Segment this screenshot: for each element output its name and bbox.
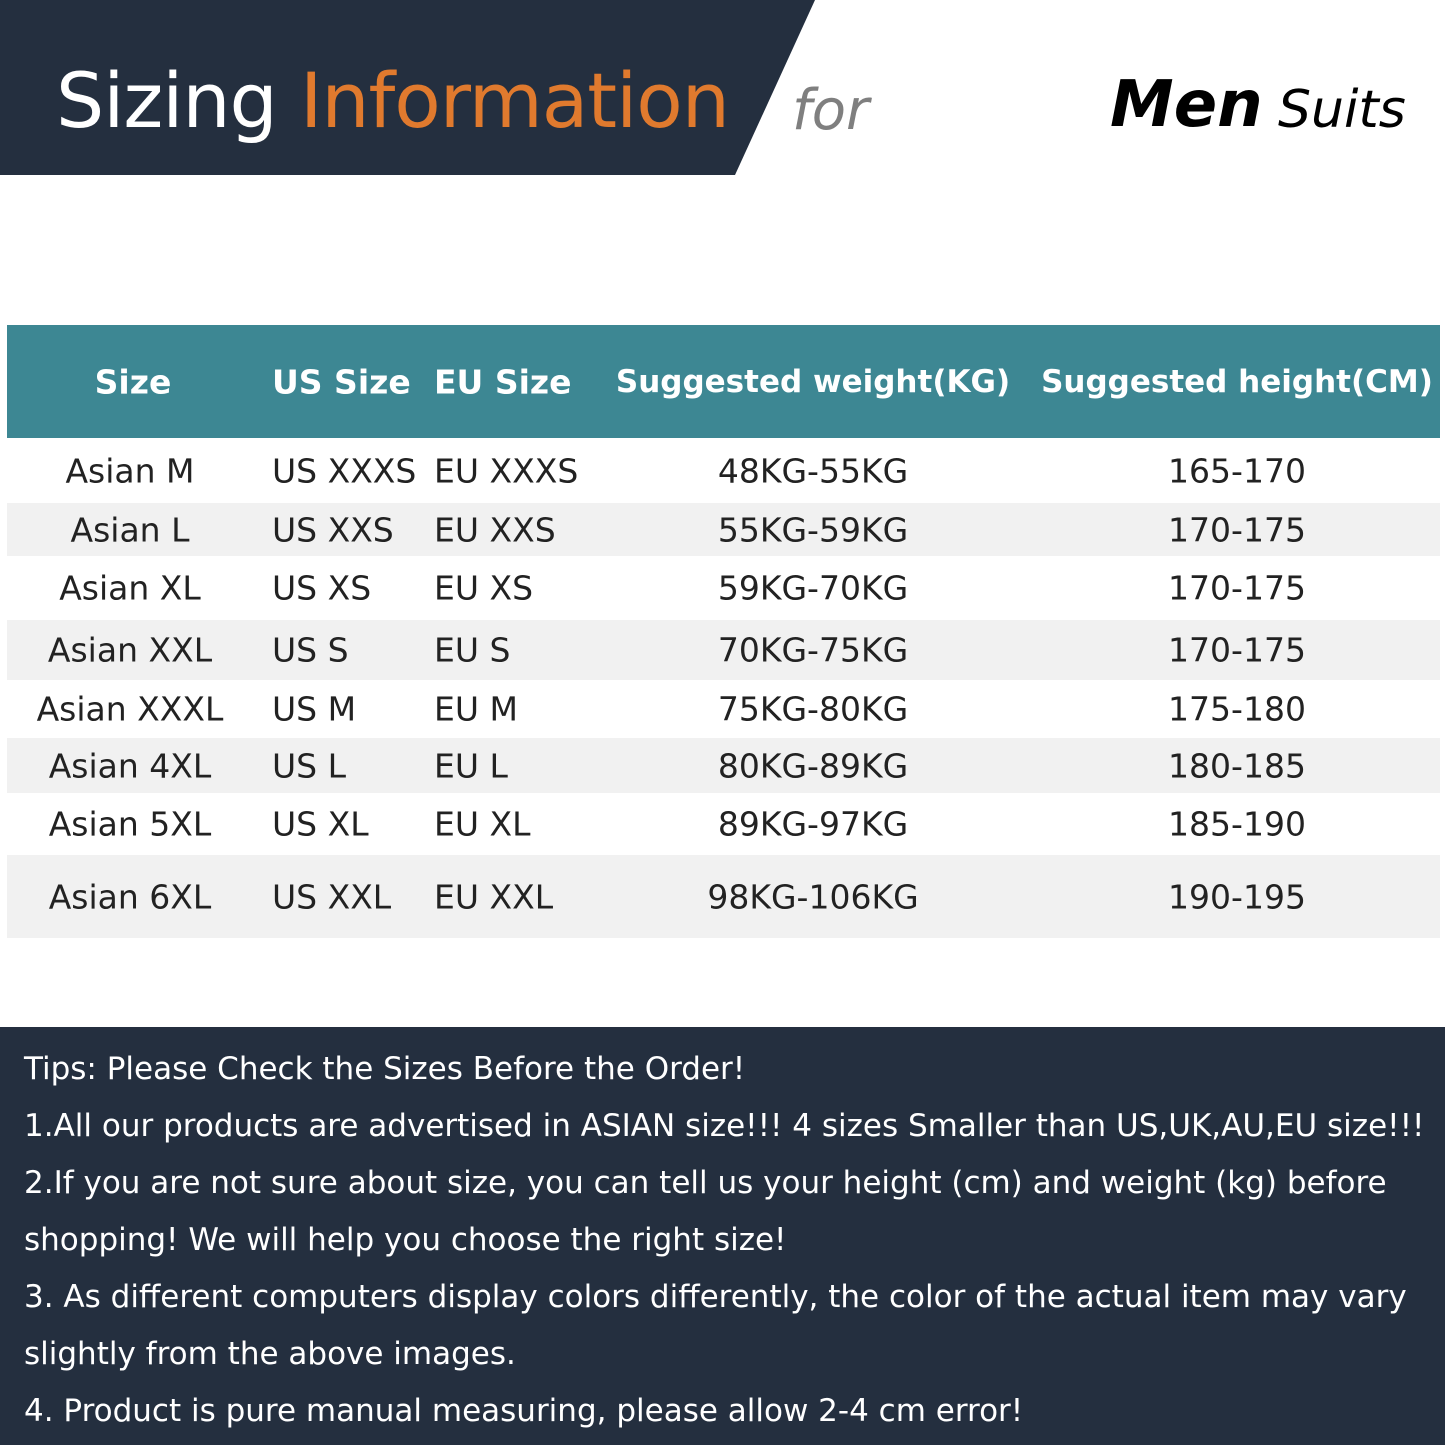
- table-cell: EU XL: [434, 804, 531, 844]
- table-cell: EU XXS: [434, 510, 556, 549]
- title-banner: [0, 0, 815, 175]
- table-cell: 48KG-55KG: [717, 451, 909, 490]
- table-cell: EU XXL: [434, 877, 554, 916]
- column-header: EU Size: [434, 362, 572, 401]
- table-cell: Asian M: [65, 451, 195, 490]
- table-cell: EU XS: [434, 568, 534, 608]
- title-for: for: [792, 78, 869, 143]
- table-cell: 190-195: [1168, 877, 1306, 916]
- title-suits: Suits: [1278, 80, 1406, 140]
- table-cell: 75KG-80KG: [717, 689, 909, 729]
- tips-line: slightly from the above images.: [24, 1336, 516, 1372]
- tips-line: shopping! We will help you choose the ri…: [24, 1222, 787, 1258]
- size-table: Size US Size EU Size Suggested weight(KG…: [7, 325, 1440, 938]
- table-row: Asian 6XL US XXL EU XXL 98KG-106KG 190-195: [7, 855, 1440, 938]
- tips-line: 3. As different computers display colors…: [24, 1279, 1407, 1315]
- table-cell: Asian 5XL: [48, 804, 212, 844]
- column-header: US Size: [272, 362, 411, 401]
- column-header: Suggested weight(KG): [615, 363, 1011, 400]
- table-row: Asian XXL US S EU S 70KG-75KG 170-175: [7, 620, 1440, 680]
- tips-line: 4. Product is pure manual measuring, ple…: [24, 1393, 1024, 1429]
- table-cell: Asian XXL: [47, 630, 213, 670]
- table-cell: Asian XL: [59, 568, 201, 608]
- title-men: Men: [1110, 68, 1263, 142]
- table-row: Asian XL US XS EU XS 59KG-70KG 170-175: [7, 556, 1440, 620]
- table-row: Asian XXXL US M EU M 75KG-80KG 175-180: [7, 680, 1440, 738]
- tips-line: 2.If you are not sure about size, you ca…: [24, 1165, 1387, 1201]
- table-cell: 170-175: [1168, 630, 1306, 670]
- table-cell: 170-175: [1168, 510, 1306, 549]
- table-row: Asian 5XL US XL EU XL 89KG-97KG 185-190: [7, 793, 1440, 855]
- title-word-sizing: Sizing: [56, 56, 278, 145]
- table-cell: US XL: [272, 804, 369, 844]
- tips-line: Tips: Please Check the Sizes Before the …: [24, 1051, 746, 1087]
- table-cell: EU S: [434, 630, 511, 670]
- table-cell: Asian 6XL: [48, 877, 212, 916]
- table-cell: Asian 4XL: [48, 746, 212, 785]
- tips-line: 1.All our products are advertised in ASI…: [24, 1108, 1425, 1144]
- table-cell: US S: [272, 630, 349, 670]
- title-word-information: Information: [299, 56, 730, 145]
- tips-panel: Tips: Please Check the Sizes Before the …: [0, 1027, 1445, 1445]
- column-header: Size: [94, 362, 172, 401]
- table-cell: EU XXXS: [434, 451, 579, 490]
- table-cell: US XXXS: [272, 451, 417, 490]
- table-cell: US XS: [272, 568, 372, 608]
- table-row: Asian L US XXS EU XXS 55KG-59KG 170-175: [7, 503, 1440, 556]
- table-cell: 80KG-89KG: [717, 746, 909, 785]
- table-cell: 165-170: [1168, 451, 1306, 490]
- table-cell: 185-190: [1168, 804, 1306, 844]
- table-cell: EU M: [434, 689, 518, 729]
- table-cell: Asian XXXL: [36, 689, 224, 729]
- table-cell: US L: [272, 746, 346, 785]
- table-cell: US XXS: [272, 510, 394, 549]
- table-cell: 89KG-97KG: [717, 804, 909, 844]
- table-cell: 55KG-59KG: [717, 510, 909, 549]
- table-cell: 70KG-75KG: [717, 630, 909, 670]
- column-header: Suggested height(CM): [1041, 363, 1433, 400]
- table-cell: EU L: [434, 746, 508, 785]
- table-row: Asian 4XL US L EU L 80KG-89KG 180-185: [7, 738, 1440, 793]
- table-header: Size US Size EU Size Suggested weight(KG…: [7, 325, 1440, 438]
- table-cell: US M: [272, 689, 357, 729]
- table-cell: US XXL: [272, 877, 392, 916]
- table-cell: 98KG-106KG: [707, 877, 919, 916]
- table-cell: 180-185: [1168, 746, 1306, 785]
- table-cell: 170-175: [1168, 568, 1306, 608]
- table-cell: Asian L: [70, 510, 190, 549]
- table-cell: 59KG-70KG: [717, 568, 909, 608]
- page-title: Sizing Information: [56, 56, 730, 145]
- table-row: Asian M US XXXS EU XXXS 48KG-55KG 165-170: [7, 438, 1440, 503]
- table-cell: 175-180: [1168, 689, 1306, 729]
